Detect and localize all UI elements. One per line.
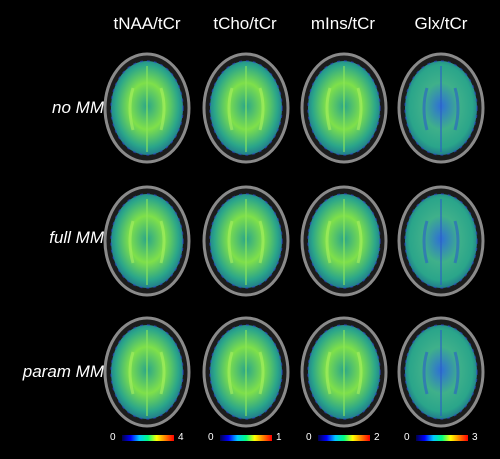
brain-map-image (300, 316, 388, 428)
column-header-glx: Glx/tCr (414, 14, 468, 33)
colorbar-min-label: 0 (110, 432, 116, 443)
brain-map-image (202, 52, 290, 164)
column-header-tnaa: tNAA/tCr (113, 14, 181, 33)
colorbar-max-label: 4 (178, 432, 184, 443)
brain-map-image (397, 185, 485, 297)
colorbar-max-label: 3 (472, 432, 478, 443)
brain-map-image (300, 185, 388, 297)
brain-map-image (300, 52, 388, 164)
row-label-param-mm: param MM (22, 362, 104, 381)
row-label-full-mm: full MM (49, 228, 104, 247)
colorbar-min-label: 0 (404, 432, 410, 443)
colorbar-max-label: 1 (276, 432, 282, 443)
brain-map-image (103, 316, 191, 428)
colorbar-gradient (416, 435, 468, 441)
column-header-mins: mIns/tCr (310, 14, 376, 33)
brain-map-image (103, 185, 191, 297)
row-label-no-mm: no MM (52, 98, 104, 117)
brain-map-image (103, 52, 191, 164)
colorbar-gradient (122, 435, 174, 441)
column-header-tcho: tCho/tCr (213, 14, 277, 33)
colorbar-gradient (220, 435, 272, 441)
colorbar-tnaa: 0 4 (110, 432, 208, 446)
colorbar-mins: 0 2 (306, 432, 404, 446)
colorbar-tcho: 0 1 (208, 432, 306, 446)
brain-map-image (202, 316, 290, 428)
brain-map-image (202, 185, 290, 297)
brain-map-image (397, 52, 485, 164)
colorbar-min-label: 0 (208, 432, 214, 443)
colorbar-glx: 0 3 (404, 432, 500, 446)
colorbar-max-label: 2 (374, 432, 380, 443)
colorbar-min-label: 0 (306, 432, 312, 443)
colorbar-gradient (318, 435, 370, 441)
brain-map-image (397, 316, 485, 428)
